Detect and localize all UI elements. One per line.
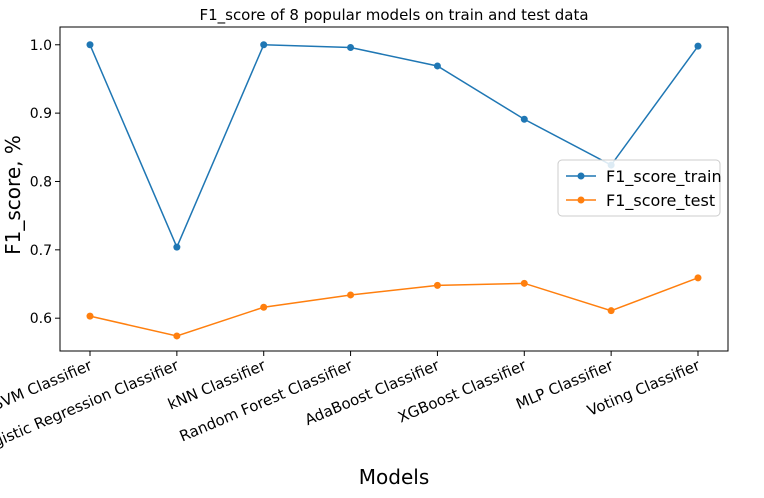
f1-score-train-point bbox=[520, 115, 528, 123]
f1-score-train-point bbox=[347, 44, 355, 52]
chart-title: F1_score of 8 popular models on train an… bbox=[199, 6, 588, 25]
plot-frame bbox=[59, 26, 729, 352]
x-axis-label: Models bbox=[359, 465, 429, 489]
y-axis-ticks: 0.6 0.7 0.8 0.9 1.0 bbox=[30, 38, 60, 327]
f1-score-train-point bbox=[694, 42, 702, 50]
f1-score-test-point bbox=[347, 291, 355, 299]
f1-score-train-point bbox=[173, 243, 181, 251]
f1-score-test-point bbox=[607, 307, 615, 315]
f1-score-test-point bbox=[260, 303, 268, 311]
f1-score-test-point bbox=[694, 274, 702, 282]
f1-score-train-legend-label: F1_score_train bbox=[606, 167, 722, 187]
y-tick-label: 0.6 bbox=[30, 311, 52, 327]
f1-score-test-legend-label: F1_score_test bbox=[606, 191, 715, 211]
y-tick-label: 0.8 bbox=[30, 174, 52, 190]
f1-score-test-legend-marker bbox=[577, 196, 585, 204]
y-tick-label: 0.9 bbox=[30, 106, 52, 122]
f1-score-train-point bbox=[86, 41, 94, 49]
plot-series bbox=[86, 41, 702, 340]
f1-score-train-point bbox=[260, 41, 268, 49]
y-tick-label: 0.7 bbox=[30, 243, 52, 259]
y-tick-label: 1.0 bbox=[30, 38, 52, 54]
y-axis-label: F1_score, % bbox=[1, 135, 25, 255]
legend: F1_score_train F1_score_test bbox=[557, 159, 722, 217]
f1-score-train-line bbox=[89, 44, 699, 250]
f1-score-train-point bbox=[433, 62, 441, 70]
f1-score-test-point bbox=[86, 312, 94, 320]
f1-score-test-point bbox=[520, 279, 528, 287]
f1-score-train-legend-marker bbox=[577, 172, 585, 180]
legend-box bbox=[557, 159, 721, 217]
f1-score-test-point bbox=[433, 281, 441, 289]
f1-score-test-point bbox=[173, 332, 181, 340]
f1-score-test-line bbox=[89, 277, 699, 337]
